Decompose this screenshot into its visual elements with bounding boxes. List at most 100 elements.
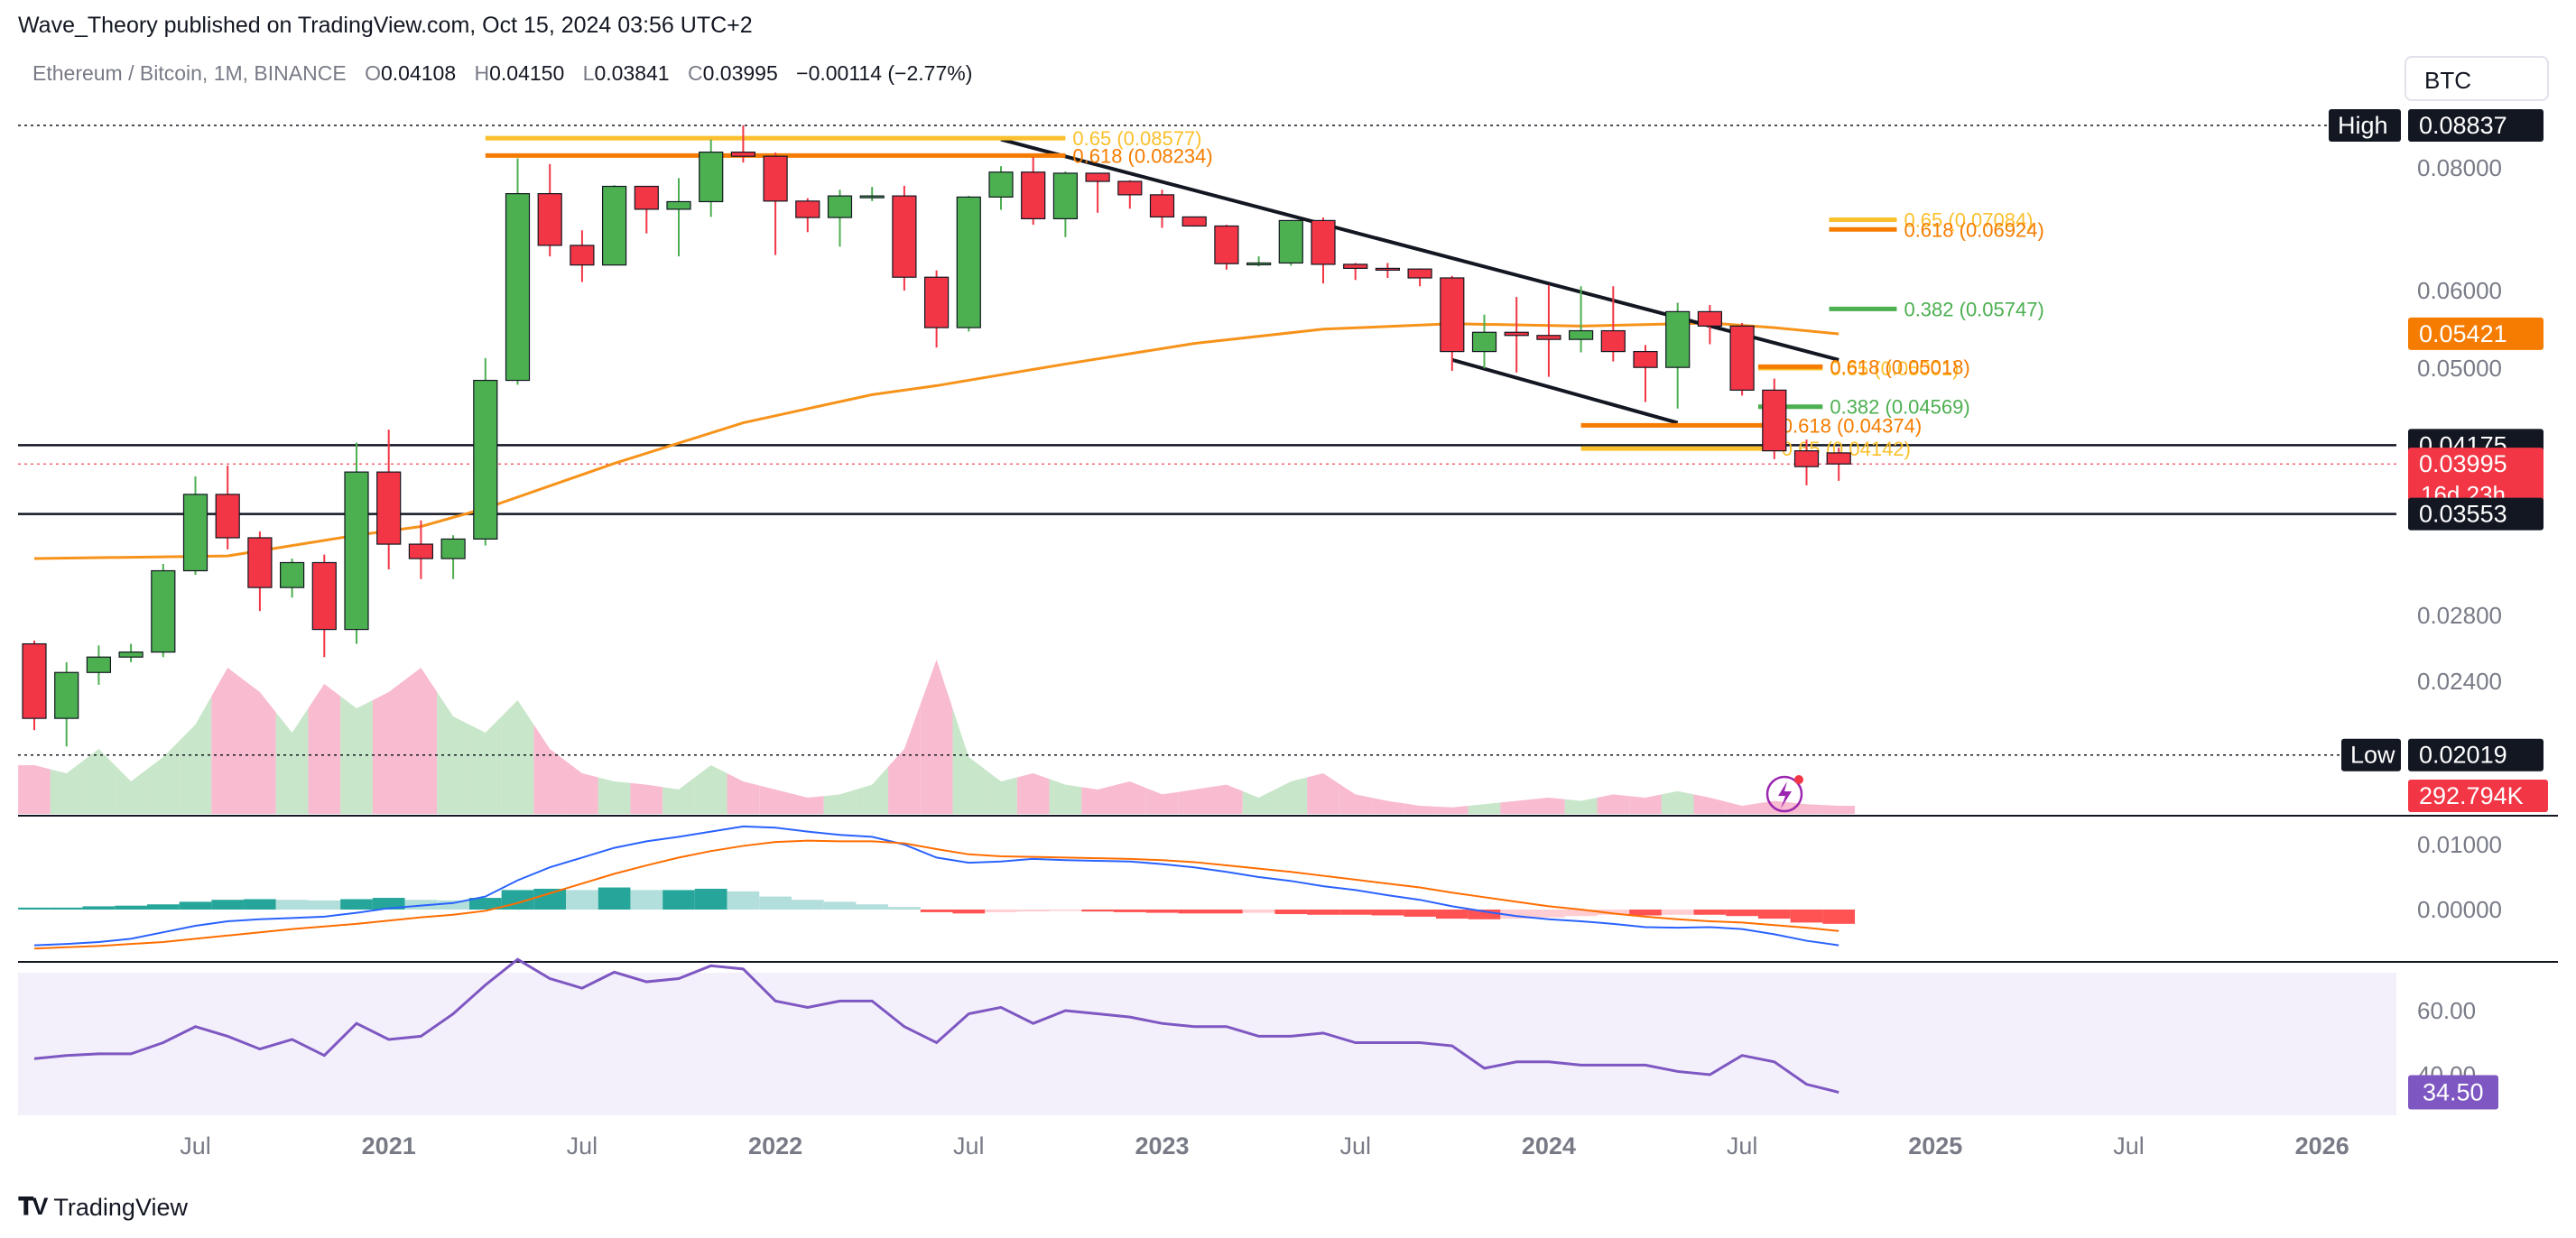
macd-histogram-bar (1371, 910, 1404, 916)
volume-area (275, 708, 309, 814)
volume-area (501, 700, 534, 814)
candle-body (1343, 263, 1368, 270)
price-label: 0.03995 (2419, 450, 2507, 477)
macd-histogram-bar (1016, 910, 1050, 912)
macd-histogram-bar (1274, 910, 1308, 915)
volume-area (1726, 801, 1758, 814)
time-tick-label: 2021 (362, 1132, 416, 1159)
macd-histogram-bar (1790, 910, 1823, 923)
volume-area (1533, 798, 1565, 814)
fib-level-label: 0.618 (0.05018) (1830, 356, 1969, 378)
volume-area (437, 692, 469, 814)
candle-body (601, 185, 627, 266)
lightning-icon (1765, 775, 1803, 813)
macd-histogram-bar (1081, 910, 1114, 912)
lightning-ring (1765, 775, 1803, 813)
candle-body (537, 193, 562, 246)
fib-level-label: 0.382 (0.04569) (1830, 396, 1969, 419)
candle-body (280, 561, 305, 588)
candle-body (1246, 262, 1272, 266)
macd-histogram-bar (404, 900, 438, 910)
candle-body (730, 152, 756, 157)
macd-histogram-bar (1210, 910, 1243, 914)
high-value: 0.04150 (489, 61, 565, 85)
rsi-label-bg (2408, 1075, 2498, 1110)
volume-area (1629, 794, 1662, 814)
candle-body (344, 471, 369, 631)
candle-body (1504, 331, 1529, 337)
volume-area (533, 725, 567, 814)
candle-body (215, 494, 240, 539)
volume-area (823, 790, 857, 814)
price-label-bg (2408, 317, 2544, 350)
time-tick-label: Jul (180, 1132, 211, 1159)
volume-area (1242, 790, 1275, 814)
high-label: H (474, 61, 490, 85)
fib-level-label: 0.382 (0.05747) (1904, 298, 2043, 320)
rsi-tick-label: 60.00 (2417, 997, 2476, 1024)
volume-area (1661, 790, 1694, 814)
price-tick-label: 0.08000 (2417, 154, 2502, 181)
macd-histogram-bar (985, 910, 1017, 912)
candle-body (1793, 450, 1820, 467)
macd-histogram-bar (1693, 910, 1727, 915)
macd-histogram-bar (1564, 910, 1598, 917)
volume-area (1307, 773, 1339, 814)
volume-area (1210, 784, 1243, 814)
time-tick-label: Jul (2113, 1132, 2145, 1159)
candle-body (1181, 216, 1207, 227)
macd-histogram-bar (663, 890, 695, 910)
volume-area (1404, 803, 1436, 814)
close-label: C (687, 61, 703, 85)
macd-histogram-bar (1339, 910, 1372, 915)
candle-body (1214, 225, 1239, 264)
macd-histogram-bar (1597, 910, 1630, 915)
macd-tick-label: 0.00000 (2417, 896, 2502, 923)
candle-body (408, 543, 433, 559)
chart-frame (18, 815, 2558, 1115)
macd-pane (18, 825, 1856, 950)
candle-body (1052, 172, 1079, 220)
price-label-bg (2408, 497, 2544, 531)
brand-name: TradingView (53, 1193, 188, 1221)
level-tag-bg (2329, 108, 2401, 142)
candle-body (1665, 310, 1691, 368)
candle-body (570, 245, 595, 266)
fib-level-label: 0.618 (0.04374) (1782, 414, 1922, 437)
candle-body (1697, 310, 1723, 327)
time-tick-label: 2022 (748, 1132, 802, 1159)
candle-body (311, 561, 337, 631)
open-label: O (365, 61, 381, 85)
macd-histogram-bar (244, 899, 276, 910)
volume-area (920, 660, 953, 814)
macd-histogram-bar (1435, 910, 1469, 919)
price-label-bg (2408, 108, 2544, 142)
volume-label: 292.794K (2419, 782, 2524, 809)
volume-area (115, 765, 147, 814)
candle-body (151, 569, 176, 653)
macd-histogram-bar (1533, 910, 1565, 918)
volume-area (211, 668, 245, 814)
candle-body (22, 642, 47, 719)
macd-histogram-bar (1661, 910, 1694, 915)
volume-area (791, 793, 824, 814)
symbol-name[interactable]: Ethereum / Bitcoin, 1M, BINANCE (32, 61, 347, 85)
volume-area (1500, 799, 1534, 814)
candle-body (1021, 171, 1046, 220)
tradingview-logo[interactable]: 𝐓V TradingView (18, 1193, 188, 1222)
candle-body (892, 195, 917, 278)
macd-histogram-bar (18, 907, 51, 910)
macd-histogram-bar (1404, 910, 1436, 917)
macd-histogram-bar (1468, 910, 1501, 919)
candle-body (1375, 267, 1401, 272)
macd-histogram-bar (888, 907, 921, 910)
macd-histogram-bar (50, 907, 83, 910)
candle-body (1149, 194, 1175, 218)
fib-level-label: 0.618 (0.08234) (1072, 144, 1212, 167)
tradingview-mark-icon: 𝐓V (18, 1193, 48, 1220)
candle-body (1278, 219, 1303, 264)
price-tick-label: 0.06000 (2417, 277, 2502, 304)
currency-button[interactable]: BTC (2405, 56, 2549, 101)
lightning-bolt (1778, 781, 1792, 808)
